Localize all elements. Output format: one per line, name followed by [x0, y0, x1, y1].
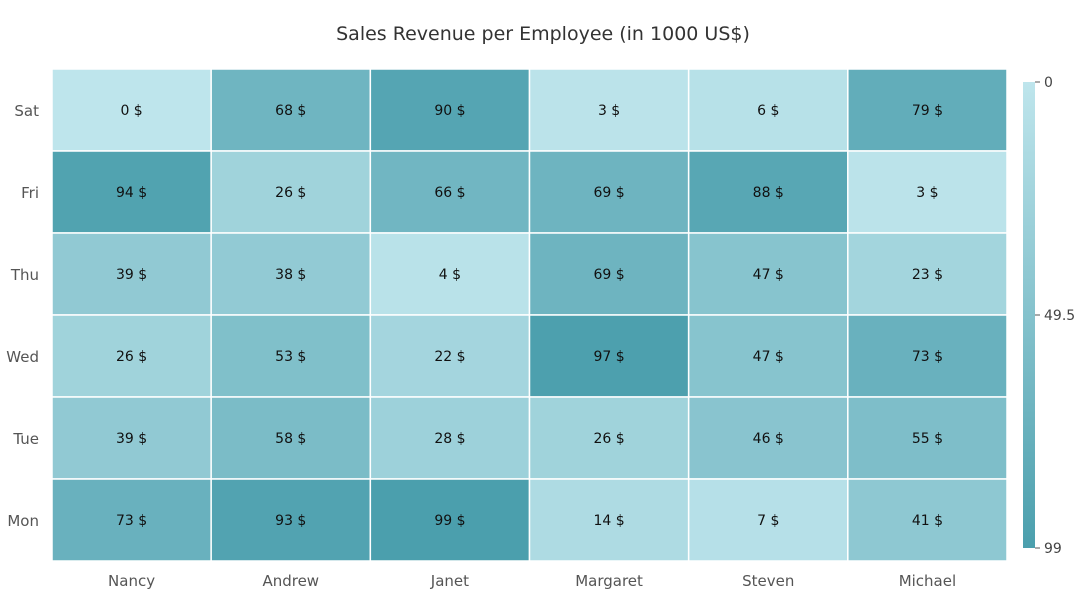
cell-value-label: 28 $: [434, 431, 465, 447]
x-tick-label: Michael: [899, 572, 956, 590]
x-tick-label: Janet: [430, 572, 469, 590]
heatmap-cell: [210, 314, 372, 398]
cell-value-label: 66 $: [434, 185, 465, 201]
y-tick-label: Sat: [14, 102, 39, 120]
cell-value-label: 58 $: [275, 431, 306, 447]
heatmap-cell: [847, 396, 1008, 480]
cell-value-label: 39 $: [116, 431, 147, 447]
y-tick-label: Wed: [6, 348, 39, 366]
cell-value-label: 99 $: [434, 513, 465, 529]
legend-gradient-bar: [1023, 82, 1035, 548]
heatmap-cell: [210, 232, 372, 316]
cell-value-label: 23 $: [912, 267, 943, 283]
cell-value-label: 47 $: [753, 349, 784, 365]
cell-value-label: 93 $: [275, 513, 306, 529]
chart-title: Sales Revenue per Employee (in 1000 US$): [336, 23, 750, 45]
cell-value-label: 90 $: [434, 103, 465, 119]
heatmap-cell: [369, 396, 531, 480]
cell-value-label: 26 $: [116, 349, 147, 365]
cell-value-label: 14 $: [593, 513, 624, 529]
cell-value-label: 55 $: [912, 431, 943, 447]
legend-label: 49.5: [1044, 308, 1075, 324]
heatmap-cell: [528, 314, 690, 398]
cell-value-label: 73 $: [116, 513, 147, 529]
cell-value-label: 3 $: [598, 103, 620, 119]
color-legend: 0 49.5 99: [1023, 75, 1075, 557]
heatmap-cell: [51, 478, 212, 562]
heatmap-cell: [847, 232, 1008, 316]
cell-value-label: 4 $: [439, 267, 461, 283]
x-tick-label: Nancy: [108, 572, 155, 590]
heatmap-cell: [51, 68, 212, 152]
heatmap-cell: [687, 396, 849, 480]
x-tick-label: Margaret: [575, 572, 643, 590]
cell-value-label: 68 $: [275, 103, 306, 119]
heatmap-cell: [847, 314, 1008, 398]
y-tick-label: Fri: [21, 184, 39, 202]
heatmap-cell: [528, 150, 690, 234]
cell-value-label: 6 $: [757, 103, 779, 119]
cell-value-label: 7 $: [757, 513, 779, 529]
heatmap-cell: [687, 232, 849, 316]
y-tick-label: Tue: [12, 430, 39, 448]
cell-value-label: 47 $: [753, 267, 784, 283]
cell-value-label: 46 $: [753, 431, 784, 447]
heatmap-cell: [528, 232, 690, 316]
heatmap-cells: 0 $ 68 $ 90 $ 3 $ 6 $ 79 $ 94 $ 26 $ 66 $ 69 $ 88 …: [51, 68, 1008, 562]
cell-value-label: 38 $: [275, 267, 306, 283]
cell-value-label: 69 $: [593, 185, 624, 201]
cell-value-label: 94 $: [116, 185, 147, 201]
y-tick-label: Mon: [7, 512, 39, 530]
y-axis: Sat Fri Thu Wed Tue Mon: [6, 102, 39, 530]
heatmap-cell: [51, 396, 212, 480]
heatmap-cell: [687, 314, 849, 398]
cell-value-label: 22 $: [434, 349, 465, 365]
heatmap-cell: [528, 396, 690, 480]
cell-value-label: 3 $: [916, 185, 938, 201]
heatmap-cell: [687, 478, 849, 562]
cell-value-label: 79 $: [912, 103, 943, 119]
cell-value-label: 26 $: [275, 185, 306, 201]
cell-value-label: 69 $: [593, 267, 624, 283]
cell-value-label: 88 $: [753, 185, 784, 201]
heatmap-cell: [210, 68, 372, 152]
heatmap-cell: [847, 150, 1008, 234]
y-tick-label: Thu: [10, 266, 39, 284]
cell-value-label: 53 $: [275, 349, 306, 365]
legend-label: 0: [1044, 75, 1053, 91]
legend-label: 99: [1044, 541, 1062, 557]
heatmap-cell: [847, 68, 1008, 152]
cell-value-label: 0 $: [120, 103, 142, 119]
cell-value-label: 97 $: [593, 349, 624, 365]
heatmap-cell: [369, 68, 531, 152]
heatmap-cell: [528, 478, 690, 562]
cell-value-label: 26 $: [593, 431, 624, 447]
heatmap-cell: [369, 314, 531, 398]
cell-value-label: 39 $: [116, 267, 147, 283]
heatmap-cell: [51, 314, 212, 398]
heatmap-cell: [210, 150, 372, 234]
x-tick-label: Andrew: [262, 572, 319, 590]
cell-value-label: 73 $: [912, 349, 943, 365]
heatmap-cell: [528, 68, 690, 152]
x-axis: Nancy Andrew Janet Margaret Steven Michael: [108, 572, 956, 590]
heatmap-cell: [847, 478, 1008, 562]
x-tick-label: Steven: [742, 572, 794, 590]
cell-value-label: 41 $: [912, 513, 943, 529]
